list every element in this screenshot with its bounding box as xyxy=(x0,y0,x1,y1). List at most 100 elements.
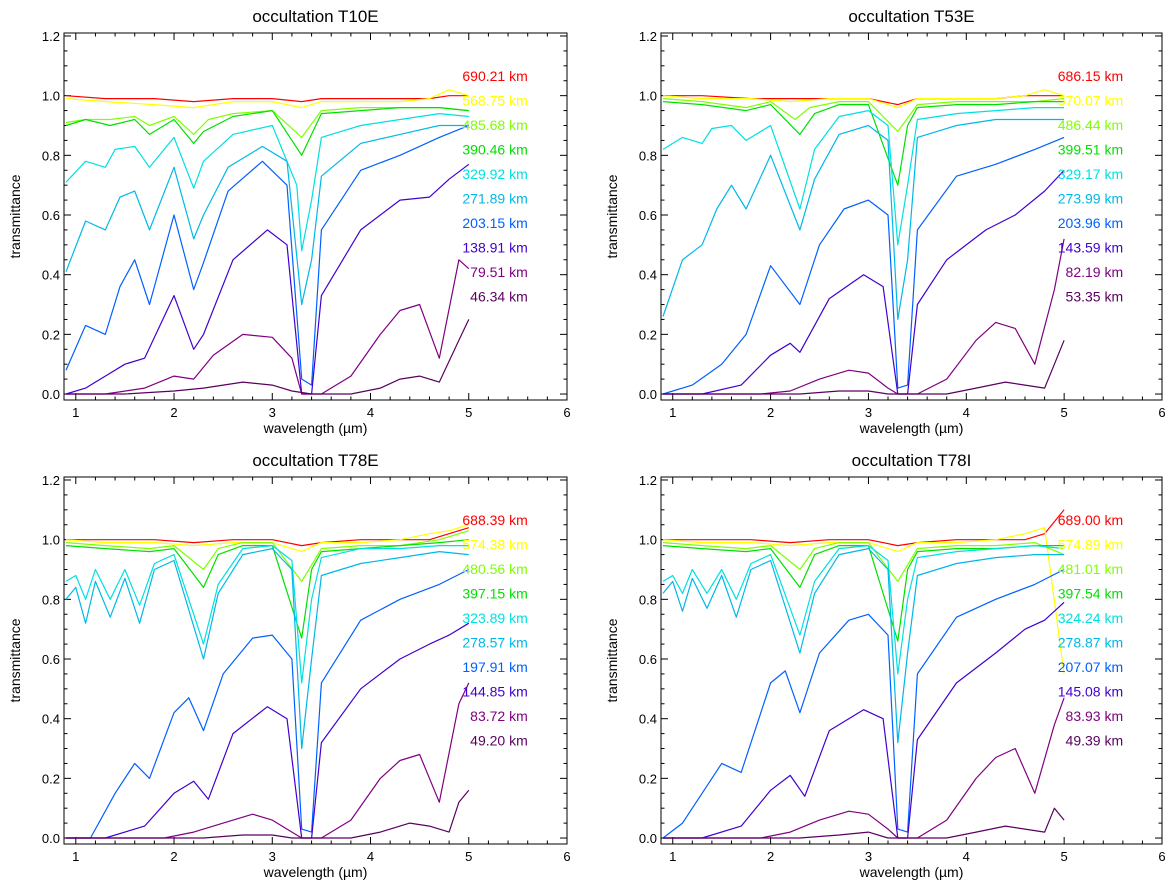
legend-entry: 203.96 km xyxy=(1058,215,1123,231)
y-tick-label: 0.4 xyxy=(42,712,60,727)
series-line-8 xyxy=(663,601,1065,839)
series-line-9 xyxy=(66,259,470,395)
chart-panel-4: occultation T78I 1 2 3 4 5 6 0.0 0.2 0.4 0.6 0.8 1.0… xyxy=(604,451,1166,880)
legend-entry: 570.07 km xyxy=(1058,93,1123,109)
x-tick-label: 4 xyxy=(963,405,970,420)
legend-entry: 486.44 km xyxy=(1058,117,1123,133)
series-line-5 xyxy=(65,112,469,252)
x-tick-label: 2 xyxy=(767,849,774,864)
y-tick-label: 0.0 xyxy=(42,387,60,402)
series-line-7 xyxy=(65,124,470,386)
x-tick-label: 4 xyxy=(963,849,970,864)
legend-entry: 53.35 km xyxy=(1066,289,1124,305)
legend-entry: 574.89 km xyxy=(1058,537,1123,553)
legend-entry: 397.54 km xyxy=(1058,586,1123,602)
x-tick-label: 3 xyxy=(269,849,276,864)
y-tick-label: 0.0 xyxy=(42,831,60,846)
y-tick-label: 0.4 xyxy=(42,268,60,283)
y-tick-label: 1.0 xyxy=(639,89,657,104)
y-tick-label: 0.0 xyxy=(639,831,657,846)
legend-entry: 145.08 km xyxy=(1058,684,1123,700)
x-tick-label: 4 xyxy=(367,405,374,420)
legend-entry: 480.56 km xyxy=(462,561,527,577)
x-tick-label: 1 xyxy=(72,849,79,864)
legend-entry: 688.39 km xyxy=(462,512,527,528)
series-line-3 xyxy=(65,106,469,138)
x-tick-label: 3 xyxy=(865,849,872,864)
series-line-2 xyxy=(65,524,469,553)
legend-entry: 144.85 km xyxy=(462,684,527,700)
legend-entry: 278.57 km xyxy=(462,635,527,651)
x-tick-label: 6 xyxy=(1158,849,1165,864)
y-tick-label: 0.4 xyxy=(639,268,657,283)
x-tick-label: 4 xyxy=(367,849,374,864)
series-line-1 xyxy=(663,509,1065,547)
plot-frame xyxy=(63,476,568,845)
series-line-6 xyxy=(662,547,1065,744)
x-tick-label: 1 xyxy=(669,405,676,420)
y-tick-label: 0.6 xyxy=(639,208,657,223)
chart-panel-3: occultation T78E 1 2 3 4 5 6 0.0 0.2 0.4 0.6 0.8 1.0… xyxy=(7,451,571,880)
x-tick-label: 6 xyxy=(563,405,570,420)
legend-entry: 329.17 km xyxy=(1058,166,1123,182)
legend-entry: 485.68 km xyxy=(462,117,527,133)
x-tick-label: 1 xyxy=(669,849,676,864)
y-tick-label: 0.2 xyxy=(42,771,60,786)
y-tick-label: 1.2 xyxy=(42,29,60,44)
series-line-10 xyxy=(663,807,1065,839)
series-line-5 xyxy=(662,544,1065,675)
plot-frame xyxy=(660,32,1163,401)
x-tick-label: 1 xyxy=(72,405,79,420)
series-line-7 xyxy=(66,568,470,839)
chart-title: occultation T10E xyxy=(252,7,378,26)
y-tick-label: 1.0 xyxy=(42,533,60,548)
legend-entry: 49.39 km xyxy=(1066,733,1124,749)
y-tick-label: 1.2 xyxy=(639,473,657,488)
legend-entry: 574.38 km xyxy=(462,537,527,553)
legend-entry: 83.72 km xyxy=(470,708,528,724)
y-tick-label: 0.8 xyxy=(42,148,60,163)
series-line-7 xyxy=(662,136,1065,395)
y-tick-label: 1.2 xyxy=(42,473,60,488)
plot-frame xyxy=(63,32,568,401)
y-tick-label: 1.0 xyxy=(42,89,60,104)
series-line-5 xyxy=(65,544,469,684)
x-axis-label: wavelength (µm) xyxy=(263,420,368,436)
x-tick-label: 2 xyxy=(170,849,177,864)
legend-entry: 686.15 km xyxy=(1058,68,1123,84)
series-line-7 xyxy=(662,568,1065,839)
legend-entry: 197.91 km xyxy=(462,659,527,675)
legend-entry: 568.75 km xyxy=(462,93,527,109)
chart-panel-2: occultation T53E 1 2 3 4 5 6 0.0 0.2 0.4 0.6 0.8 1.0… xyxy=(604,7,1166,436)
series-line-4 xyxy=(65,539,469,639)
legend-entry: 138.91 km xyxy=(462,240,527,256)
y-tick-label: 0.4 xyxy=(639,712,657,727)
legend-entry: 324.24 km xyxy=(1058,610,1123,626)
x-tick-label: 2 xyxy=(767,405,774,420)
chart-title: occultation T78I xyxy=(852,451,972,470)
chart-title: occultation T78E xyxy=(252,451,378,470)
series-line-6 xyxy=(662,118,1065,320)
y-axis-label: transmittance xyxy=(7,618,23,702)
y-tick-label: 1.2 xyxy=(639,29,657,44)
y-axis-label: transmittance xyxy=(604,618,620,702)
x-axis-label: wavelength (µm) xyxy=(859,864,964,880)
legend-entry: 273.99 km xyxy=(1058,191,1123,207)
x-axis-label: wavelength (µm) xyxy=(263,864,368,880)
series-line-1 xyxy=(663,95,1065,106)
legend-entry: 690.21 km xyxy=(462,68,527,84)
chart-title: occultation T53E xyxy=(848,7,974,26)
series-line-9 xyxy=(663,238,1065,395)
legend-entry: 83.93 km xyxy=(1066,708,1124,724)
series-line-1 xyxy=(66,527,469,547)
series-line-2 xyxy=(662,527,1065,674)
series-line-3 xyxy=(662,98,1065,133)
legend-entry: 323.89 km xyxy=(462,610,527,626)
legend-entry: 82.19 km xyxy=(1066,264,1124,280)
series-line-10 xyxy=(66,319,470,395)
series-line-10 xyxy=(663,340,1065,395)
legend-entry: 143.59 km xyxy=(1058,240,1123,256)
x-tick-label: 6 xyxy=(563,849,570,864)
